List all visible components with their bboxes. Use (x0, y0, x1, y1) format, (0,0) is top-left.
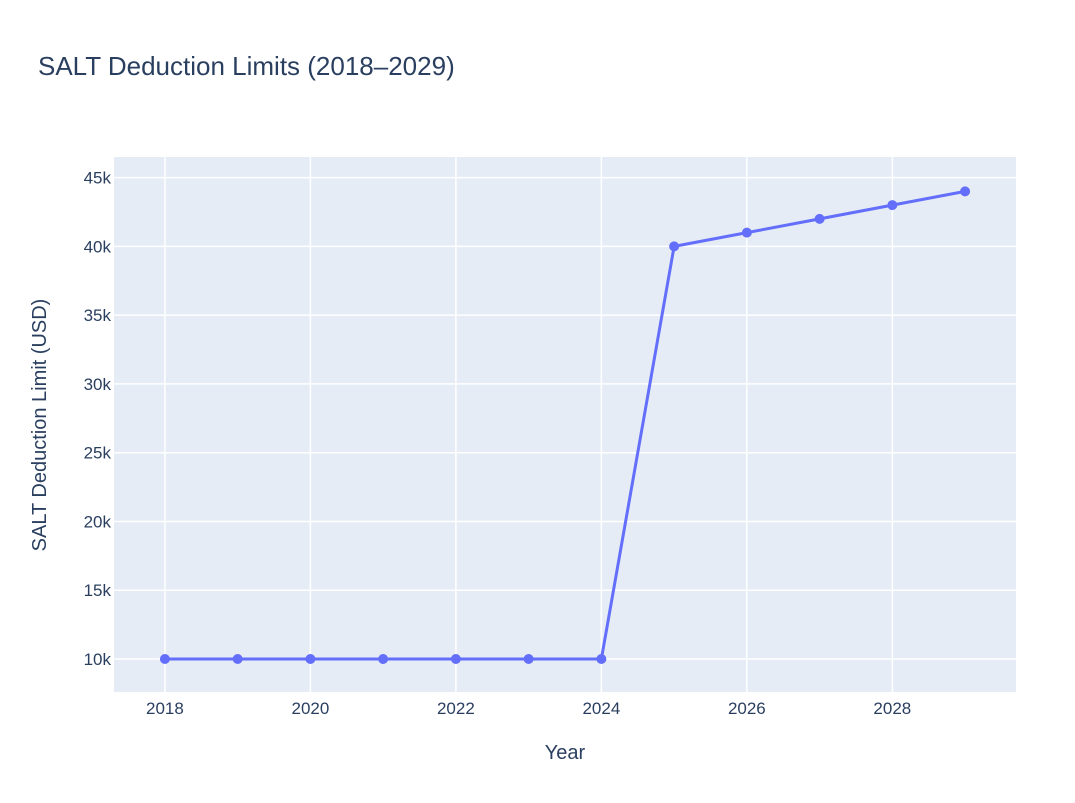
y-axis-title: SALT Deduction Limit (USD) (29, 299, 51, 552)
y-tick-label: 25k (84, 444, 112, 463)
data-point[interactable] (596, 653, 607, 664)
x-tick-label: 2026 (728, 699, 766, 718)
data-point[interactable] (378, 653, 389, 664)
y-axis-ticks: 10k 15k 20k 25k 30k 35k 40k 45k (84, 169, 112, 669)
x-axis-title: Year (545, 742, 586, 764)
grid-lines (114, 157, 1016, 692)
series-line (164, 189, 966, 661)
x-tick-label: 2022 (437, 699, 475, 718)
data-point[interactable] (741, 227, 752, 238)
data-point[interactable] (669, 241, 680, 252)
plot-area (114, 157, 1016, 692)
data-point[interactable] (450, 653, 461, 664)
x-tick-label: 2028 (873, 699, 911, 718)
data-point[interactable] (305, 653, 316, 664)
y-tick-label: 45k (84, 169, 112, 188)
data-point[interactable] (814, 213, 825, 224)
y-tick-label: 20k (84, 512, 112, 531)
y-tick-label: 15k (84, 581, 112, 600)
data-point[interactable] (159, 653, 170, 664)
data-point[interactable] (232, 653, 243, 664)
data-point[interactable] (887, 200, 898, 211)
y-tick-label: 10k (84, 650, 112, 669)
series-group (159, 186, 971, 664)
y-tick-label: 40k (84, 237, 112, 256)
y-tick-label: 35k (84, 306, 112, 325)
data-point[interactable] (523, 653, 534, 664)
y-tick-label: 30k (84, 375, 112, 394)
chart-title: SALT Deduction Limits (2018–2029) (38, 51, 455, 81)
data-point[interactable] (960, 186, 971, 197)
x-tick-label: 2018 (146, 699, 184, 718)
x-tick-label: 2020 (291, 699, 329, 718)
x-axis-ticks: 2018 2020 2022 2024 2026 2028 (146, 699, 911, 718)
x-tick-label: 2024 (582, 699, 620, 718)
